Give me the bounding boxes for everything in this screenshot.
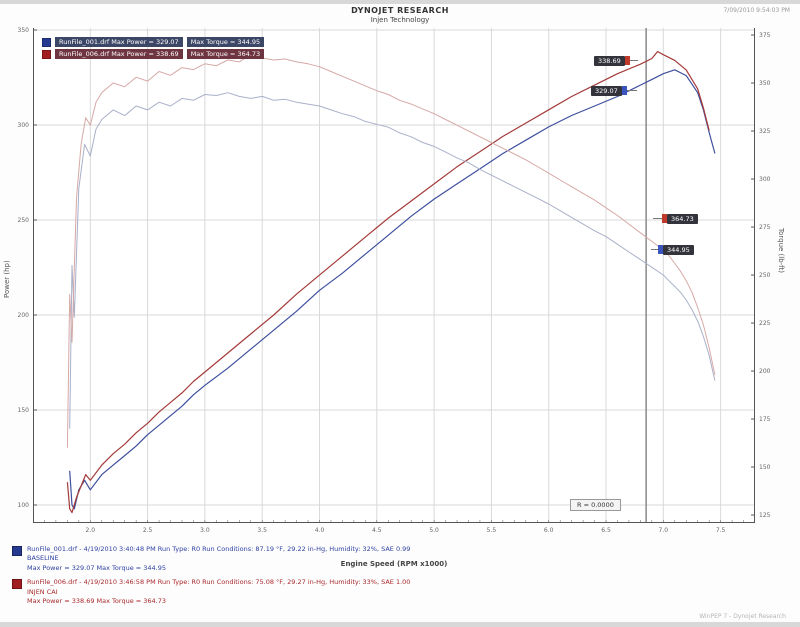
callout-value: 364.73 [667,213,698,224]
run-info-line: RunFile_006.drf - 4/19/2010 3:46:58 PM R… [27,578,411,587]
x-tick-label: 2.0 [85,527,96,534]
x-tick-label: 4.0 [314,527,325,534]
legend-modified-torque: Max Torque = 364.73 [186,49,265,59]
x-tick-label: 3.0 [200,527,210,534]
run-detail-modified: RunFile_006.drf - 4/19/2010 3:46:58 PM R… [12,578,788,606]
series-runfile_006-power [66,50,710,514]
callout-value: 344.95 [663,244,694,255]
y-right-tick-label: 350 [759,79,771,87]
callout-marker-red-icon [624,56,630,65]
callout-leader-line [626,90,637,91]
run-swatch-red-icon [12,579,22,590]
bottom-border-band [0,622,800,627]
x-tick-label: 2.5 [142,527,153,534]
callout-max-torque-red[interactable]: 364.73 [653,213,698,224]
callout-value: 338.69 [594,55,625,66]
y-left-tick-label: 200 [17,311,29,319]
legend-swatch-blue-icon [42,37,51,47]
report-subtitle: Injen Technology [370,16,430,24]
y-right-tick-label: 250 [759,271,771,279]
callout-max-power-blue[interactable]: 329.07 [591,85,637,96]
legend-modified-power: RunFile_006.drf Max Power = 338.69 [55,49,183,59]
print-timestamp: 7/09/2010 9:54:03 PM [723,7,790,14]
y-axis-left-title: Power (hp) [3,260,11,298]
y-left-tick-label: 100 [17,501,29,509]
run-max-line: Max Power = 329.07 Max Torque = 344.95 [27,563,167,572]
y-left-tick-label: 250 [17,216,29,224]
series-runfile_001-torque [69,92,716,429]
x-tick-label: 4.5 [372,527,382,534]
dyno-chart-area: Power (hp) Torque (lb-ft) Engine Speed (… [3,27,785,569]
callout-marker-red-icon [662,214,667,223]
x-axis-title: Engine Speed (RPM x1000) [340,560,448,568]
y-left-tick-label: 350 [17,26,29,34]
x-tick-label: 7.5 [715,527,726,534]
smoothing-readout: R = 0.0000 [570,499,621,511]
y-right-tick-label: 325 [759,127,771,135]
y-left-tick-label: 300 [17,121,29,129]
y-left-tick-label: 150 [17,406,29,414]
y-right-tick-label: 150 [759,463,771,471]
series-runfile_006-torque [66,54,716,448]
callout-max-torque-blue[interactable]: 344.95 [651,244,694,255]
y-axis-right-title: Torque (lb-ft) [777,228,785,273]
legend-baseline-torque: Max Torque = 344.95 [186,37,265,47]
run-info-line: RunFile_001.drf - 4/19/2010 3:40:48 PM R… [27,545,411,553]
x-tick-label: 5.5 [486,527,497,534]
x-tick-label: 7.0 [658,527,669,534]
x-tick-label: 5.0 [429,527,439,534]
top-border-band [0,0,800,4]
report-header: DYNOJET RESEARCH Injen Technology [0,6,800,24]
legend-baseline-power: RunFile_001.drf Max Power = 329.07 [55,37,183,47]
y-right-tick-label: 275 [759,223,771,231]
series-runfile_001-power [69,69,716,510]
chart-legend-box: RunFile_001.drf Max Power = 329.07 Max T… [42,37,265,59]
y-right-tick-label: 375 [759,31,771,39]
x-tick-label: 6.5 [601,527,611,534]
software-watermark: WinPEP 7 - Dynojet Research [699,613,786,620]
legend-row-baseline: RunFile_001.drf Max Power = 329.07 Max T… [42,37,265,47]
x-tick-label: 6.0 [543,527,554,534]
y-right-tick-label: 200 [759,367,771,375]
run-label-line: INJEN CAI [27,587,58,596]
callout-leader-line [629,60,638,61]
run-max-line: Max Power = 338.69 Max Torque = 364.73 [27,597,167,606]
run-label-line: BASELINE [27,554,59,563]
callout-leader-line [653,218,662,219]
company-title: DYNOJET RESEARCH [351,6,449,15]
y-right-tick-label: 300 [759,175,771,183]
callout-max-power-red[interactable]: 338.69 [594,55,638,66]
callout-marker-blue-icon [621,86,627,95]
x-tick-label: 3.5 [257,527,267,534]
y-right-tick-label: 125 [759,511,771,519]
legend-swatch-red-icon [42,49,51,59]
dyno-chart-canvas [33,28,755,523]
y-right-tick-label: 175 [759,415,771,423]
run-detail-baseline: RunFile_001.drf - 4/19/2010 3:40:48 PM R… [12,545,788,573]
run-details-footer: RunFile_001.drf - 4/19/2010 3:40:48 PM R… [12,545,788,612]
legend-row-modified: RunFile_006.drf Max Power = 338.69 Max T… [42,49,265,59]
callout-leader-line [651,249,658,250]
callout-marker-blue-icon [658,245,663,254]
run-swatch-blue-icon [12,546,22,556]
callout-value: 329.07 [591,85,622,96]
y-right-tick-label: 225 [759,319,771,327]
